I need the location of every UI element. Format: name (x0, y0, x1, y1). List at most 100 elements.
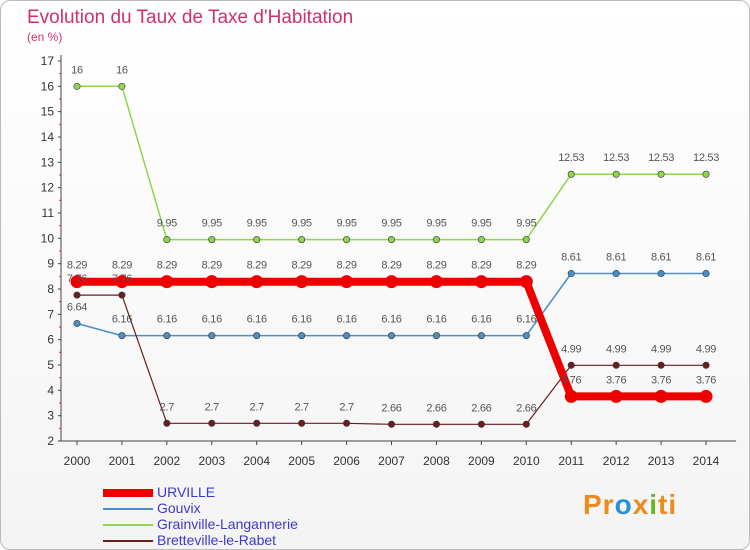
data-point (477, 236, 485, 244)
data-point (160, 275, 174, 289)
x-tick-label: 2010 (513, 454, 540, 468)
legend-label: Bretteville-le-Rabet (157, 532, 277, 548)
data-point (70, 275, 84, 289)
y-tick-label: 8 (47, 282, 54, 296)
legend-swatch (103, 524, 153, 526)
chart-title: Evolution du Taux de Taxe d'Habitation (27, 7, 354, 28)
y-tick-label: 17 (41, 54, 55, 68)
x-tick-label: 2012 (603, 454, 630, 468)
data-label: 12.53 (693, 152, 719, 164)
data-point (567, 270, 575, 278)
data-label: 4.99 (561, 343, 581, 355)
y-tick-label: 14 (41, 130, 55, 144)
data-point (567, 361, 575, 369)
data-label: 9.95 (426, 218, 446, 230)
data-label: 2.7 (160, 401, 175, 413)
data-label: 9.95 (247, 218, 267, 230)
x-tick-label: 2011 (558, 454, 584, 468)
data-label: 9.95 (202, 218, 222, 230)
data-point (432, 236, 440, 244)
data-label: 8.29 (471, 260, 491, 272)
x-tick-label: 2013 (648, 454, 675, 468)
data-label: 8.29 (112, 260, 132, 272)
data-label: 6.16 (471, 314, 491, 326)
x-tick-label: 2000 (64, 454, 91, 468)
proxiti-logo: Proxiti (583, 489, 677, 521)
data-label: 6.16 (202, 314, 222, 326)
legend-label: Grainville-Langannerie (157, 516, 298, 532)
y-tick-label: 2 (47, 434, 54, 448)
data-point (702, 361, 710, 369)
data-label: 6.64 (67, 301, 87, 313)
logo-letter: i (649, 489, 659, 520)
data-point (657, 170, 665, 178)
data-label: 16 (116, 64, 128, 76)
x-tick-label: 2002 (154, 454, 181, 468)
data-label: 9.95 (381, 218, 401, 230)
data-point (609, 389, 623, 403)
data-point (253, 332, 261, 340)
data-label: 8.61 (696, 252, 716, 264)
data-label: 3.76 (606, 374, 626, 386)
data-point (432, 420, 440, 428)
data-point (73, 82, 81, 90)
data-label: 12.53 (603, 152, 629, 164)
data-point (474, 275, 488, 289)
data-point (295, 275, 309, 289)
data-label: 7.76 (67, 273, 87, 285)
data-label: 16 (71, 64, 83, 76)
x-tick-label: 2001 (109, 454, 136, 468)
chart-subtitle: (en %) (27, 30, 63, 44)
data-point (208, 332, 216, 340)
data-label: 6.16 (336, 314, 356, 326)
data-label: 8.29 (247, 260, 267, 272)
x-tick-label: 2004 (243, 454, 270, 468)
data-point (340, 275, 354, 289)
data-point (115, 275, 129, 289)
data-label: 6.16 (157, 314, 177, 326)
data-point (298, 419, 306, 427)
data-point (118, 82, 126, 90)
data-point (702, 170, 710, 178)
data-label: 6.16 (516, 314, 536, 326)
data-point (253, 236, 261, 244)
legend-label: Gouvix (157, 500, 201, 516)
data-label: 9.95 (157, 218, 177, 230)
data-point (654, 389, 668, 403)
data-label: 9.95 (471, 218, 491, 230)
data-point (702, 270, 710, 278)
data-point (298, 236, 306, 244)
logo-letter: ti (658, 489, 678, 520)
x-tick-label: 2005 (288, 454, 315, 468)
data-point (163, 332, 171, 340)
y-tick-label: 6 (47, 333, 54, 347)
x-tick-label: 2008 (423, 454, 450, 468)
x-tick-label: 2014 (693, 454, 720, 468)
y-tick-label: 10 (41, 231, 55, 245)
data-label: 2.7 (205, 401, 220, 413)
data-point (343, 332, 351, 340)
data-point (429, 275, 443, 289)
y-tick-label: 13 (41, 155, 55, 169)
data-label: 3.76 (651, 374, 671, 386)
data-label: 6.16 (381, 314, 401, 326)
data-point (73, 319, 81, 327)
data-label: 8.61 (561, 252, 581, 264)
data-point (388, 332, 396, 340)
data-point (612, 170, 620, 178)
data-point (73, 291, 81, 299)
data-label: 2.7 (339, 401, 354, 413)
data-label: 2.66 (426, 402, 446, 414)
x-tick-label: 2003 (198, 454, 225, 468)
data-label: 8.29 (292, 260, 312, 272)
data-point (298, 332, 306, 340)
data-point (477, 420, 485, 428)
data-label: 2.7 (294, 401, 309, 413)
data-label: 8.61 (606, 252, 626, 264)
x-tick-label: 2007 (378, 454, 405, 468)
data-point (253, 419, 261, 427)
data-point (519, 275, 533, 289)
y-tick-label: 16 (41, 79, 55, 93)
data-point (699, 389, 713, 403)
